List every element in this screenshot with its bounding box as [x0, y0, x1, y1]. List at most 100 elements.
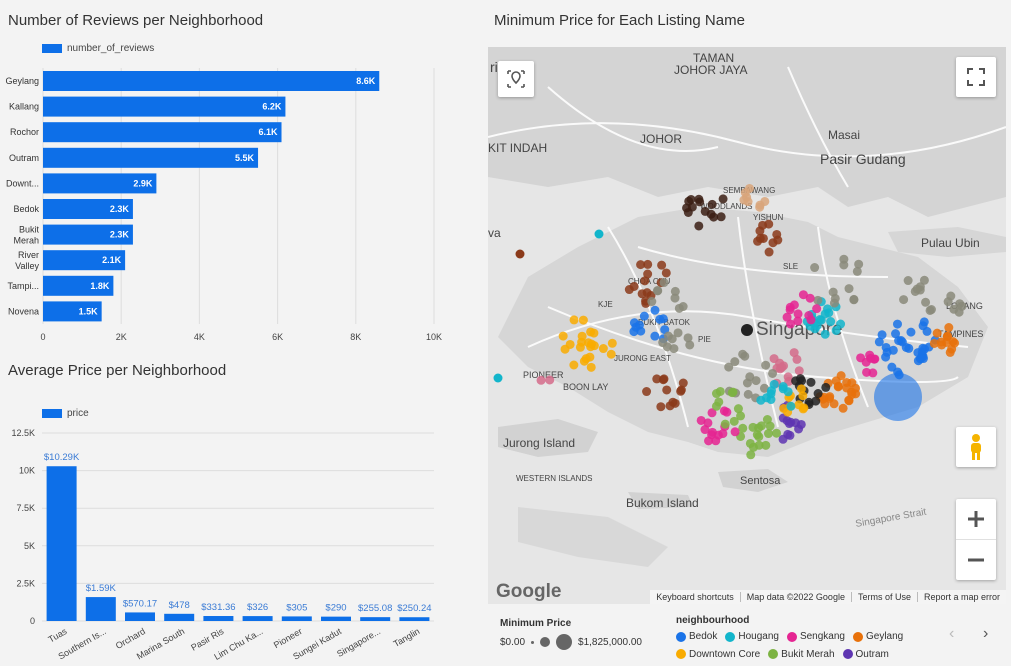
listing-marker [836, 319, 846, 329]
listing-marker [569, 315, 579, 325]
size-legend: $0.00 $1,825,000.00 [500, 634, 642, 650]
price-legend[interactable]: price [42, 408, 89, 419]
listing-marker [763, 429, 773, 439]
listing-marker [652, 286, 662, 296]
listing-marker [707, 408, 717, 418]
listing-marker [820, 309, 830, 319]
legend-color-dot [676, 631, 686, 642]
legend-next-button[interactable]: › [983, 625, 989, 642]
listing-marker [729, 416, 739, 426]
category-label: Tampi... [7, 281, 39, 291]
listing-marker [673, 328, 683, 338]
plus-icon [968, 511, 984, 527]
price-data-label: $326 [247, 602, 268, 613]
listing-marker [854, 259, 864, 269]
listing-marker [758, 220, 768, 230]
reviews-data-label: 6.2K [262, 102, 282, 112]
legend-item-bedok[interactable]: Bedok [676, 629, 717, 644]
color-legend-items: Bedok Hougang Sengkang Geylang Downtown Core… [676, 629, 956, 664]
listing-marker [711, 436, 721, 446]
legend-item-hougang[interactable]: Hougang [725, 629, 779, 644]
listing-marker [877, 330, 887, 340]
listing-marker [811, 396, 821, 406]
price-bar [164, 613, 195, 621]
reviews-data-label: 6.1K [258, 127, 278, 137]
listing-marker [754, 423, 764, 433]
road [817, 226, 869, 408]
listing-marker [536, 375, 546, 385]
listing-marker [912, 284, 922, 294]
listing-marker [606, 349, 616, 359]
minus-icon [968, 558, 984, 562]
category-label: Pioneer [272, 626, 304, 650]
map-view[interactable]: TAMAN JOHOR JAYA ri JOHOR Masai Pasir Gu… [488, 47, 1006, 604]
listing-marker [738, 423, 748, 433]
listing-marker [696, 415, 706, 425]
price-bar [281, 616, 312, 621]
reviews-legend[interactable]: number_of_reviews [42, 43, 154, 54]
zoom-out-button[interactable] [956, 540, 996, 580]
legend-item-downtown-core[interactable]: Downtown Core [676, 647, 760, 662]
listing-marker [772, 428, 782, 438]
map-label-va: va [488, 226, 501, 240]
map-label-strait: Singapore Strait [855, 507, 928, 530]
terms-link[interactable]: Terms of Use [850, 592, 917, 602]
y-tick-label: 5K [24, 541, 35, 551]
listing-marker [826, 317, 836, 327]
legend-prev-button[interactable]: ‹ [949, 625, 955, 642]
listing-marker [894, 336, 904, 346]
listing-marker [820, 399, 830, 409]
map-label-pie: PIE [698, 335, 711, 344]
map-label-jurong-east: JURONG EAST [614, 354, 671, 363]
size-legend-title: Minimum Price [500, 618, 572, 629]
category-label: Orchard [114, 626, 147, 651]
keyboard-shortcuts-link[interactable]: Keyboard shortcuts [656, 592, 734, 602]
listing-marker [844, 284, 854, 294]
category-label: Bukit [19, 225, 40, 235]
listing-marker [707, 199, 717, 209]
street-view-button[interactable] [956, 427, 996, 467]
listing-marker [709, 212, 719, 222]
category-label: Novena [8, 306, 39, 316]
map-label-pulau-ubin: Pulau Ubin [921, 236, 980, 250]
category-label: Bedok [13, 204, 39, 214]
price-bar [46, 466, 77, 621]
listing-marker [736, 411, 746, 421]
listing-marker [768, 368, 778, 378]
reviews-data-label: 2.3K [110, 230, 130, 240]
map-canvas[interactable]: TAMAN JOHOR JAYA ri JOHOR Masai Pasir Gu… [488, 47, 1006, 604]
report-error-link[interactable]: Report a map error [916, 592, 1006, 602]
listing-marker [828, 287, 838, 297]
listing-marker [665, 401, 675, 411]
category-label: Outram [9, 153, 39, 163]
map-label-bukom: Bukom Island [626, 496, 699, 510]
map-label-kje: KJE [598, 300, 613, 309]
legend-item-bukit-merah[interactable]: Bukit Merah [768, 647, 835, 662]
legend-item-outram[interactable]: Outram [842, 647, 889, 662]
listing-marker [955, 299, 965, 309]
listing-marker [922, 326, 932, 336]
size-min-label: $0.00 [500, 636, 526, 648]
map-title: Minimum Price for Each Listing Name [494, 12, 745, 29]
listing-marker [657, 260, 667, 270]
legend-item-sengkang[interactable]: Sengkang [786, 629, 845, 644]
location-button[interactable] [498, 61, 534, 97]
listing-marker [945, 347, 955, 357]
fullscreen-button[interactable] [956, 57, 996, 97]
listing-marker [643, 259, 653, 269]
listing-marker [764, 247, 774, 257]
map-legend: Minimum Price $0.00 $1,825,000.00 neighb… [500, 615, 1000, 663]
legend-item-label: Geylang [866, 631, 904, 642]
listing-marker [761, 440, 771, 450]
sentosa-island [718, 469, 788, 492]
listing-marker [642, 387, 652, 397]
listing-marker [655, 314, 665, 324]
listing-marker [577, 331, 587, 341]
legend-item-geylang[interactable]: Geylang [853, 629, 903, 644]
listing-marker [842, 377, 852, 387]
listing-marker [684, 196, 694, 206]
listing-marker [761, 360, 771, 370]
price-bar-chart: 02.5K5K7.5K10K12.5K$10.29KTuas$1.59KSout… [11, 428, 434, 662]
zoom-in-button[interactable] [956, 499, 996, 540]
listing-marker [640, 276, 650, 286]
